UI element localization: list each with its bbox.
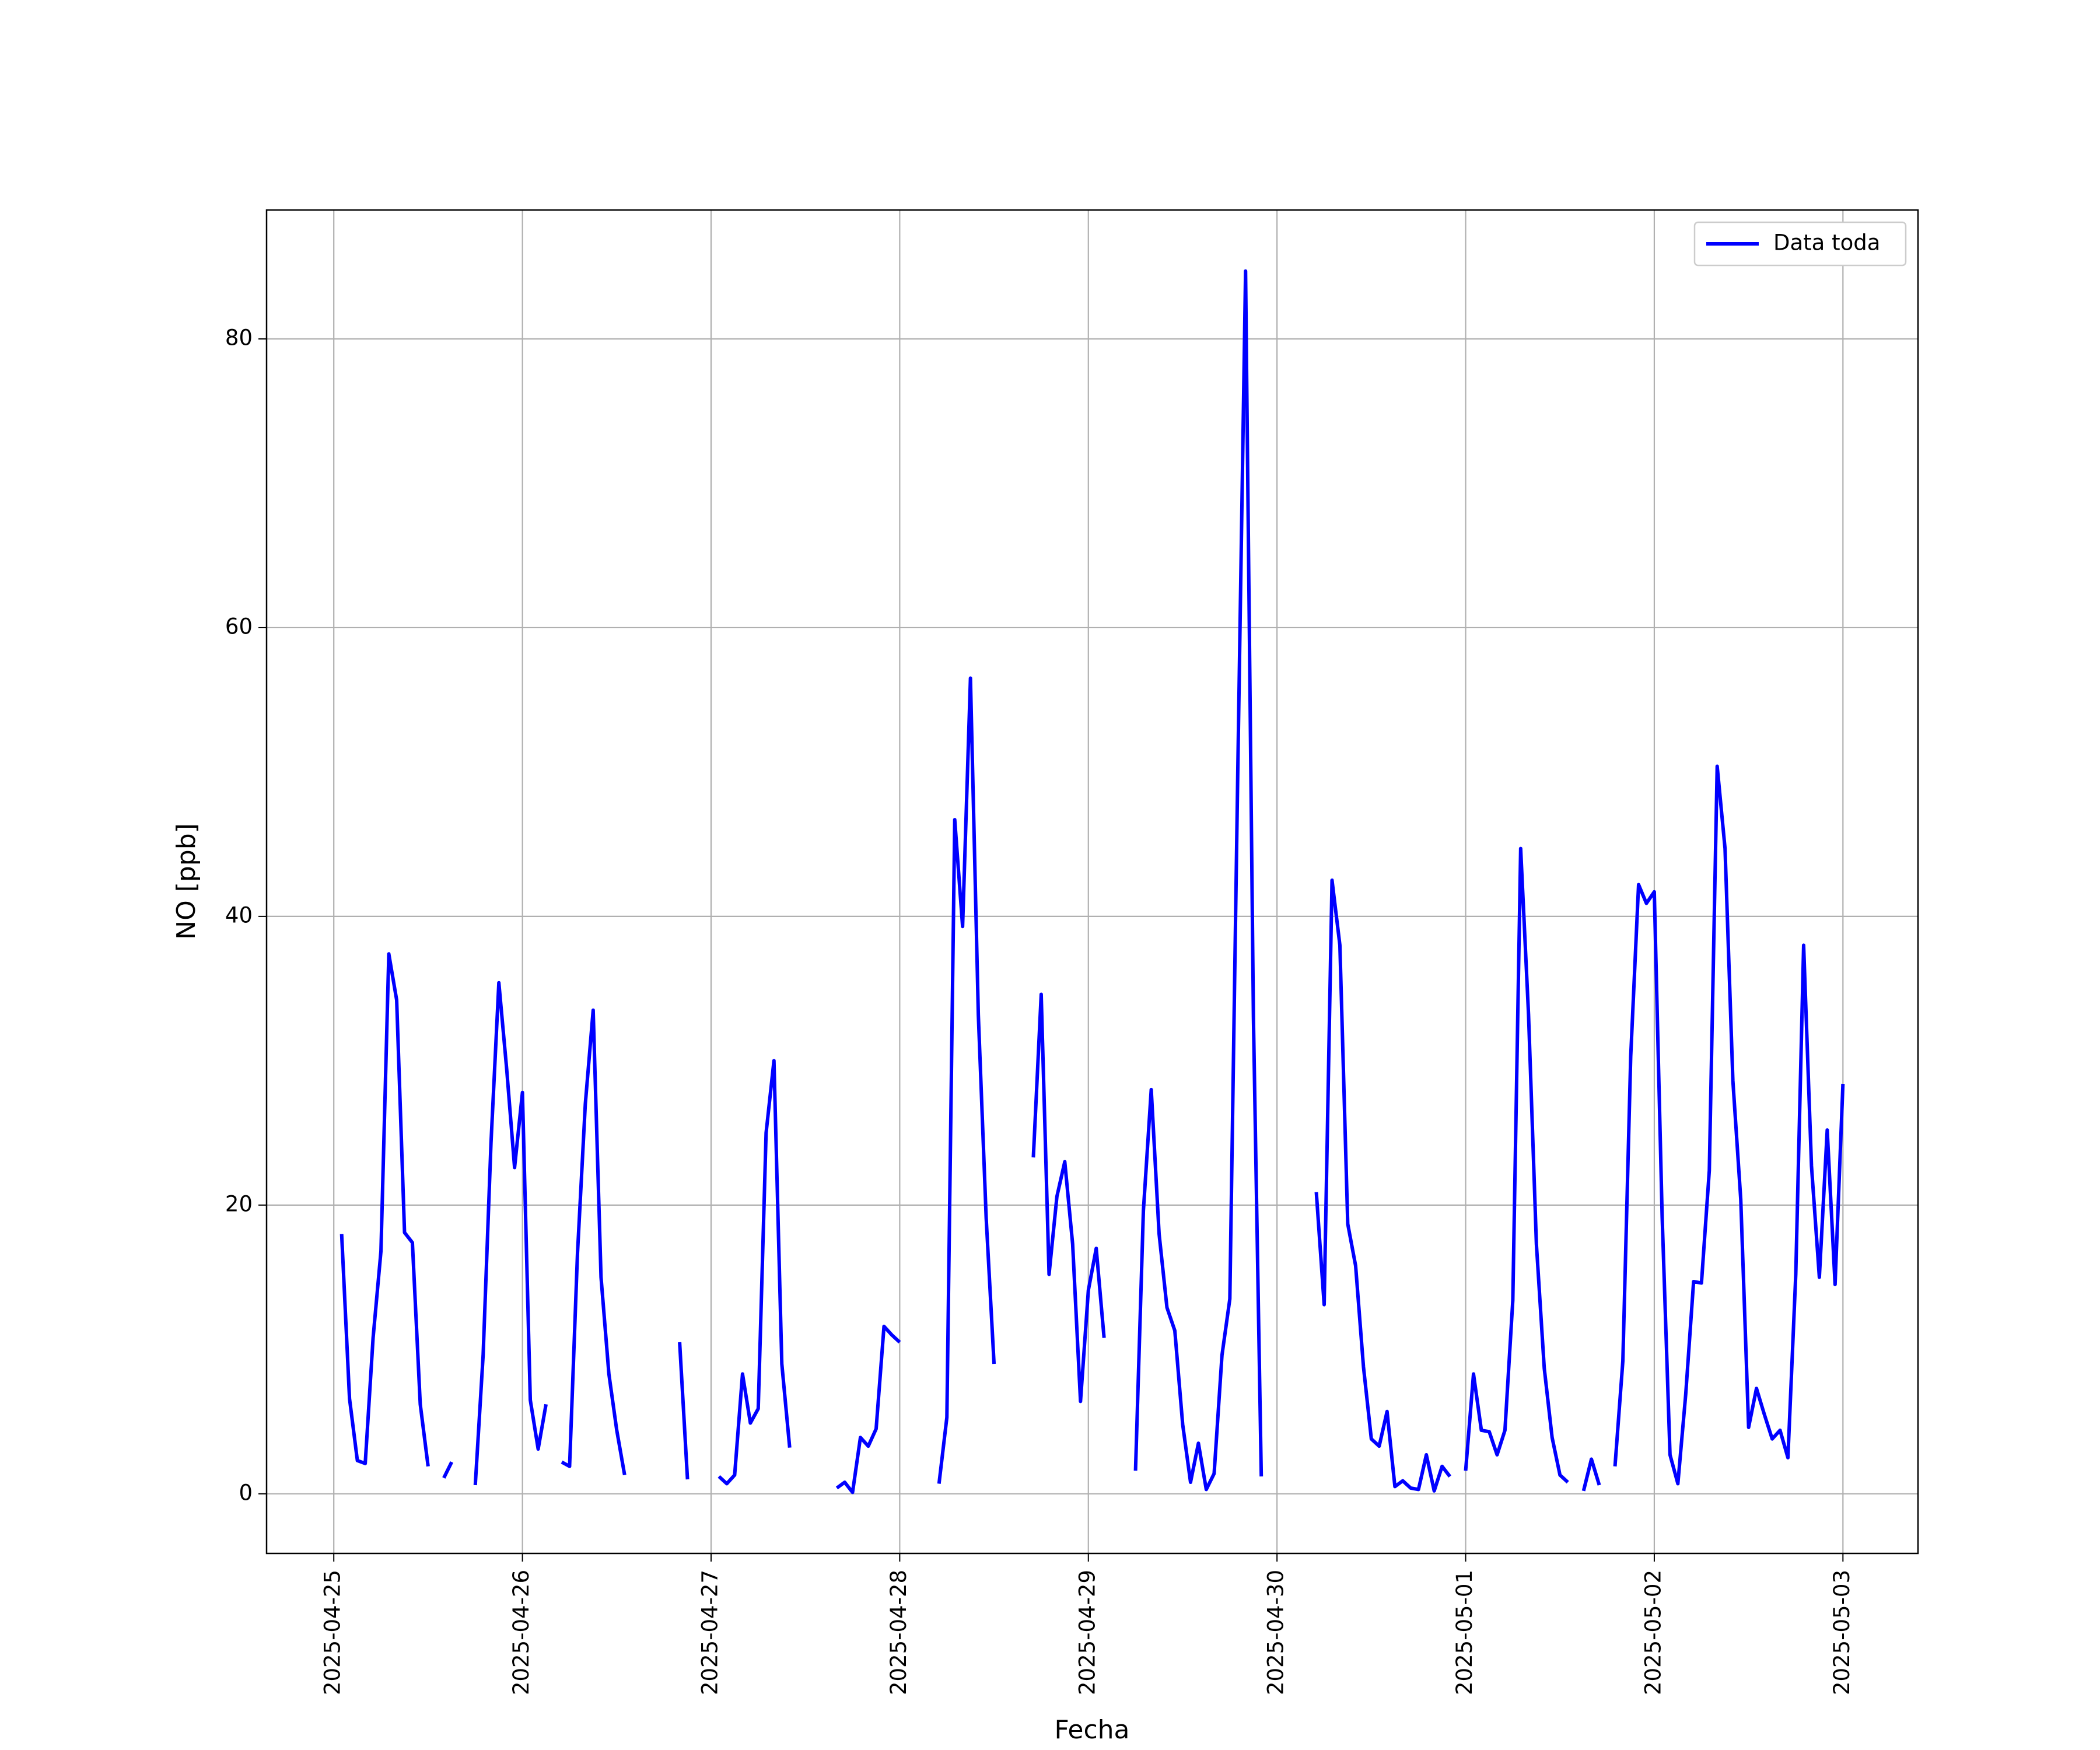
x-tick-label: 2025-05-02 [1640,1570,1665,1695]
x-tick-label: 2025-04-27 [697,1570,722,1695]
plot-area [340,269,1845,1494]
y-tick-label: 40 [225,902,253,928]
y-tick-label: 80 [225,325,253,350]
x-tick-label: 2025-04-28 [886,1570,911,1695]
y-axis-label: NO [ppb] [172,823,201,940]
legend-label: Data toda [1773,230,1880,256]
y-tick-label: 60 [225,614,253,639]
x-tick-label: 2025-05-03 [1829,1570,1854,1695]
y-tick-label: 0 [239,1480,253,1505]
x-tick-label: 2025-04-25 [320,1570,345,1695]
data-line [340,269,1845,1494]
x-tick-label: 2025-04-29 [1074,1570,1100,1695]
axes-frame [265,209,1919,1555]
x-tick-label: 2025-05-01 [1452,1570,1477,1695]
x-axis-label: Fecha [1054,1715,1129,1745]
y-tick-label: 20 [225,1191,253,1216]
legend-box [1693,221,1907,267]
x-tick-label: 2025-04-30 [1264,1570,1289,1695]
legend: Data toda [1693,221,1907,267]
grid [267,210,1918,1553]
x-tick-label: 2025-04-26 [509,1570,534,1695]
